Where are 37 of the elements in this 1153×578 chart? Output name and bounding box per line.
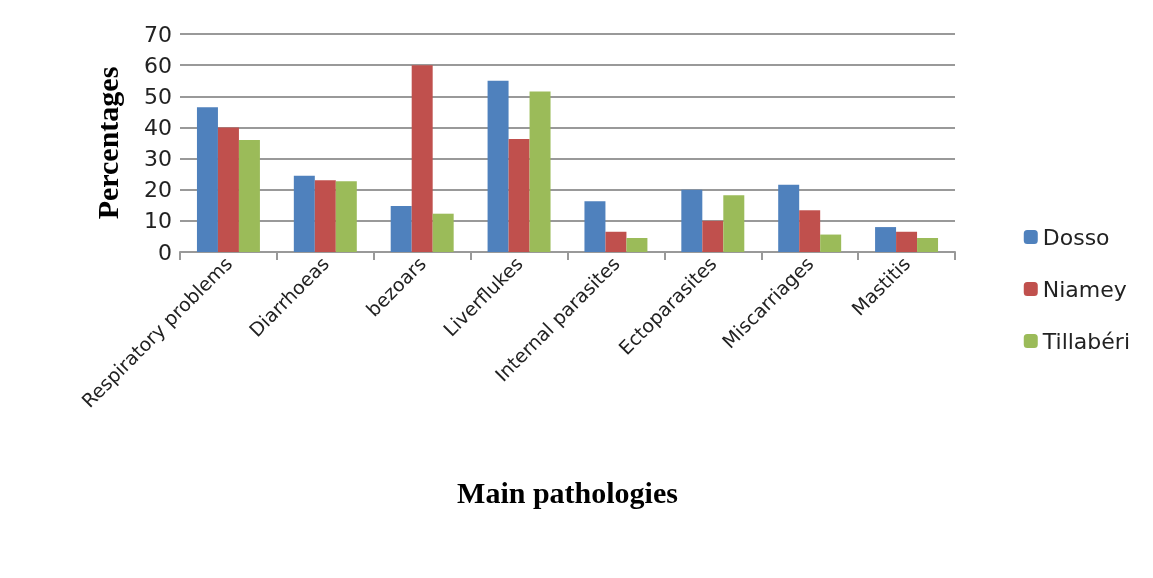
- bar: [335, 181, 357, 252]
- bar: [432, 213, 454, 252]
- bar: [820, 234, 842, 252]
- legend-label: Tillabéri: [1041, 328, 1131, 354]
- bar: [314, 180, 336, 252]
- bar: [605, 231, 627, 252]
- bar: [411, 65, 433, 252]
- y-tick-label: 30: [144, 146, 172, 172]
- bar: [238, 139, 260, 252]
- y-tick-label: 50: [144, 83, 172, 109]
- bar: [896, 231, 918, 252]
- bar: [529, 91, 551, 252]
- bar: [584, 201, 606, 252]
- y-tick-label: 70: [144, 21, 172, 47]
- bar: [778, 184, 800, 252]
- legend-label: Niamey: [1042, 276, 1127, 302]
- y-tick-label: 40: [144, 114, 172, 140]
- bar: [487, 80, 509, 252]
- y-axis-title: Percentages: [90, 66, 124, 220]
- bar: [626, 237, 648, 252]
- bar: [508, 138, 530, 252]
- bar: [196, 107, 218, 252]
- y-tick-label: 20: [144, 177, 172, 203]
- y-tick-label: 60: [144, 52, 172, 78]
- bar: [723, 195, 745, 252]
- bar: [681, 189, 703, 252]
- bar: [917, 237, 939, 252]
- bar: [217, 127, 239, 252]
- y-tick-label: 0: [158, 239, 172, 265]
- y-tick-label: 10: [144, 208, 172, 234]
- bar: [702, 220, 724, 252]
- x-axis-title: Main pathologies: [457, 475, 678, 509]
- bar: [875, 227, 897, 252]
- legend-label: Dosso: [1042, 224, 1110, 250]
- bar: [293, 175, 315, 252]
- bar: [390, 205, 412, 252]
- bar: [799, 210, 821, 252]
